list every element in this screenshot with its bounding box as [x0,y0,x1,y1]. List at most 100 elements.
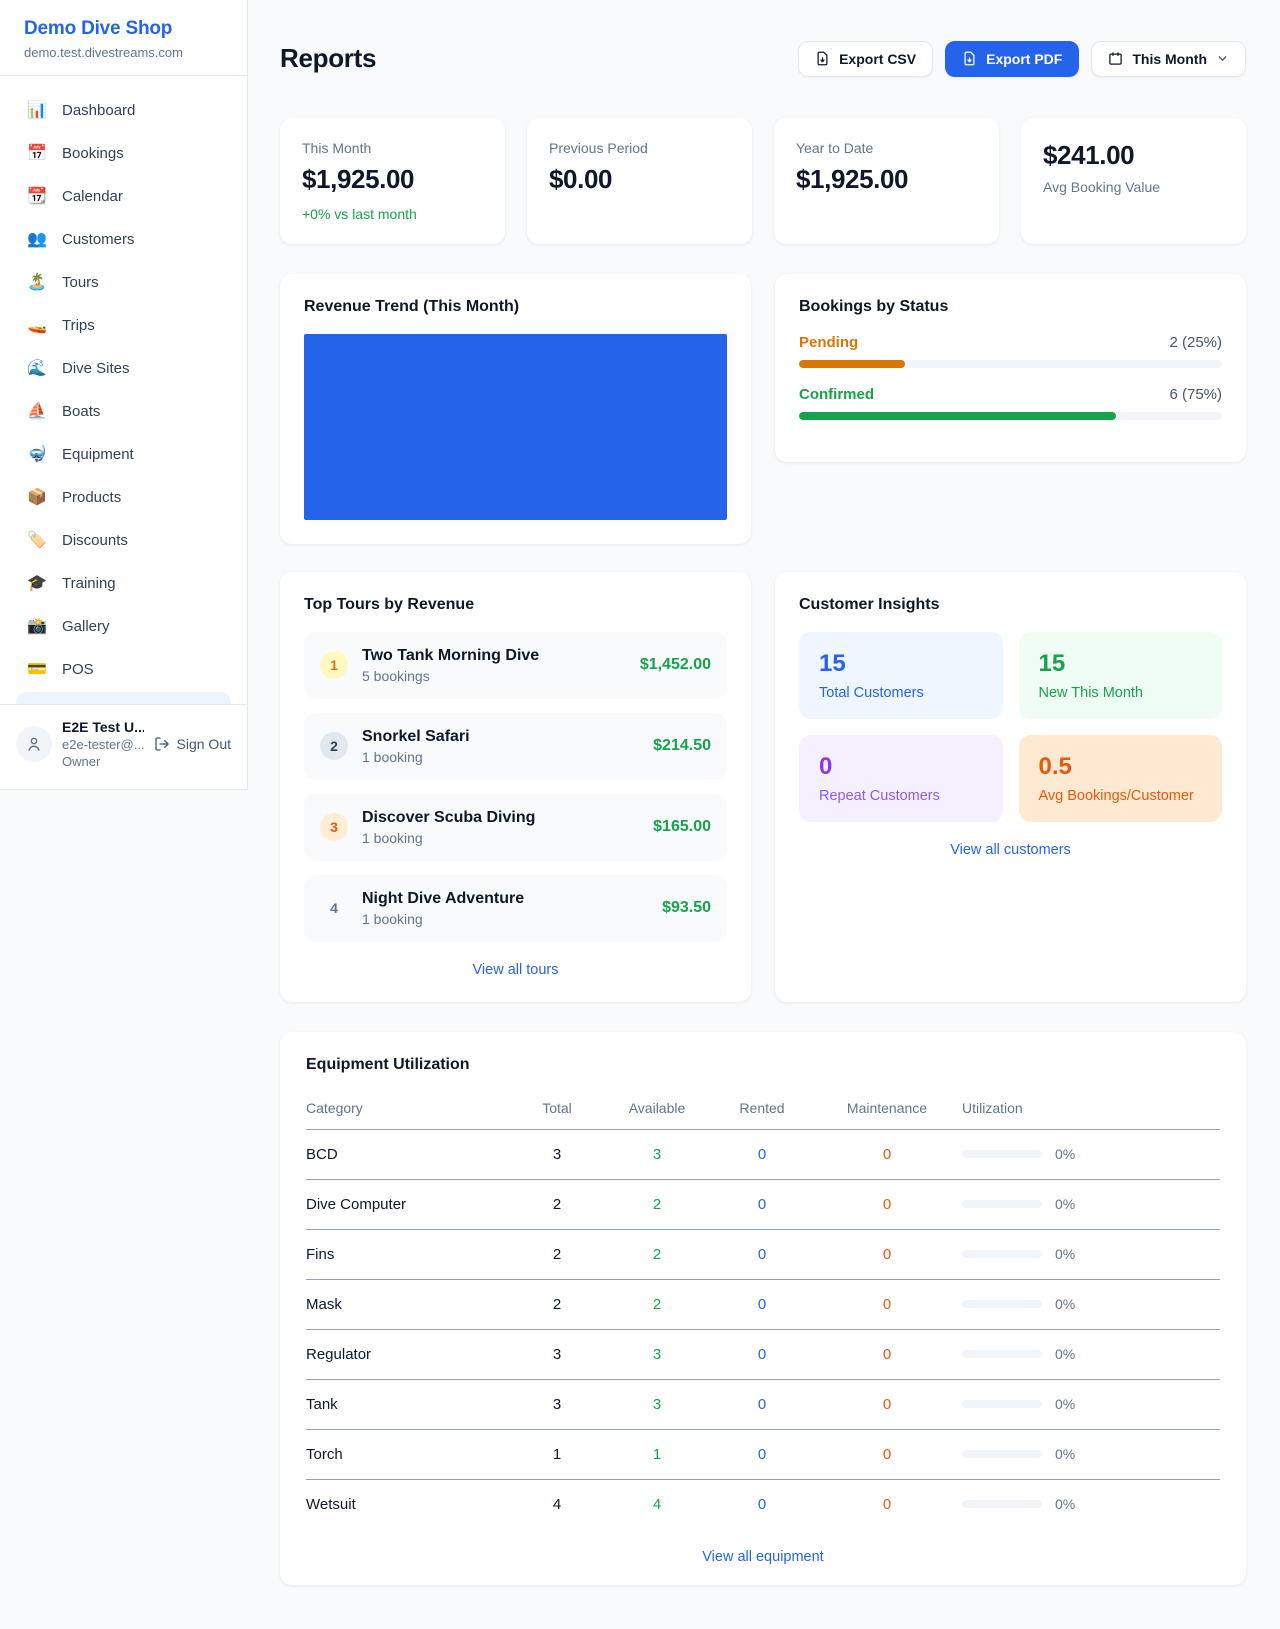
stat-delta: +0% vs last month [302,205,417,222]
export-csv-label: Export CSV [839,50,917,67]
sidebar-item-customers[interactable]: 👥 Customers [12,219,235,259]
chevron-down-icon [1218,56,1227,62]
sidebar-item-label: Products [62,488,122,506]
sidebar-item-label: Equipment [62,445,134,463]
status-bar-fill [799,411,1117,420]
sidebar-item-gallery[interactable]: 📸 Gallery [12,606,235,646]
camera-icon: 📸 [27,618,47,635]
sidebar-item-equipment[interactable]: 🤿 Equipment [12,434,235,474]
sidebar-item-reports-partial[interactable] [16,692,231,704]
tile-label: Total Customers [819,684,924,701]
utilization-percent: 0% [1055,1346,1076,1363]
insight-grid: 15 Total Customers 15 New This Month 0 R… [799,631,1222,822]
cell-maintenance: 0 [812,1429,962,1480]
utilization-bar [962,1150,1042,1159]
shop-name: Demo Dive Shop [24,18,173,39]
sidebar-item-trips[interactable]: 🚤 Trips [12,305,235,345]
shop-domain: demo.test.divestreams.com [24,45,183,60]
sidebar-item-discounts[interactable]: 🏷️ Discounts [12,520,235,560]
sidebar-item-dashboard[interactable]: 📊 Dashboard [12,90,235,130]
export-pdf-button[interactable]: Export PDF [945,40,1080,77]
stat-value: $0.00 [549,163,613,194]
utilization-bar [962,1200,1042,1209]
tile-label: Avg Bookings/Customer [1038,787,1194,804]
sidebar-item-label: Calendar [62,187,123,205]
status-count: 2 (25%) [1169,333,1222,351]
stats-row: This Month $1,925.00 +0% vs last month P… [280,117,1246,244]
utilization-bar [962,1500,1042,1509]
period-label: This Month [1132,50,1207,67]
cell-total: 1 [512,1429,602,1480]
main-content: Reports Export CSV Export PDF [248,0,1280,1629]
people-icon: 👥 [27,231,47,248]
calendar-pad-icon: 📆 [27,188,47,205]
col-header-rented: Rented [712,1091,812,1130]
cell-available: 1 [602,1429,712,1480]
table-row: Fins 2 2 0 0 0% [306,1229,1220,1280]
col-header-utilization: Utilization [962,1091,1220,1130]
export-csv-button[interactable]: Export CSV [798,40,934,77]
document-download-icon [817,52,828,66]
sidebar-item-label: Gallery [62,617,110,635]
sidebar-item-boats[interactable]: ⛵ Boats [12,391,235,431]
top-tours-card: Top Tours by Revenue 1 Two Tank Morning … [280,571,751,1002]
sidebar-item-calendar[interactable]: 📆 Calendar [12,176,235,216]
user-role: Owner [62,754,101,769]
sidebar-item-training[interactable]: 🎓 Training [12,563,235,603]
sidebar-item-bookings[interactable]: 📅 Bookings [12,133,235,173]
header-actions: Export CSV Export PDF This Month [798,40,1246,77]
utilization-cell: 0% [962,1346,1220,1362]
sidebar-item-label: Discounts [62,531,128,549]
sidebar-item-dive-sites[interactable]: 🌊 Dive Sites [12,348,235,388]
cell-rented: 0 [712,1379,812,1430]
tile-value: 0 [819,752,833,780]
status-row-confirmed: Confirmed 6 (75%) [799,386,1222,420]
table-header-row: Category Total Available Rented Maintena… [306,1091,1220,1130]
cell-total: 2 [512,1279,602,1330]
cell-category: Wetsuit [306,1495,356,1513]
utilization-cell: 0% [962,1496,1220,1512]
utilization-percent: 0% [1055,1446,1076,1463]
view-all-customers-link[interactable]: View all customers [950,841,1071,858]
revenue-trend-title: Revenue Trend (This Month) [304,297,520,315]
tour-name: Two Tank Morning Dive [362,646,540,664]
rank-badge: 1 [320,651,348,680]
tour-name: Night Dive Adventure [362,889,525,907]
cell-maintenance: 0 [812,1279,962,1330]
cell-total: 3 [512,1329,602,1380]
cell-maintenance: 0 [812,1179,962,1230]
stat-card-year-to-date: Year to Date $1,925.00 [774,117,999,244]
tile-label: Repeat Customers [819,787,940,804]
sidebar-item-pos[interactable]: 💳 POS [12,649,235,689]
cell-category: Fins [306,1229,512,1280]
table-row: Mask 2 2 0 0 0% [306,1279,1220,1330]
bookings-by-status-card: Bookings by Status Pending 2 (25%) Confi… [775,273,1246,462]
tile-value: 15 [819,649,846,677]
sidebar-item-tours[interactable]: 🏝️ Tours [12,262,235,302]
cell-category: BCD [306,1129,512,1180]
cell-rented: 0 [712,1279,812,1330]
utilization-cell: 0% [962,1446,1220,1462]
tile-avg-bookings-customer: 0.5 Avg Bookings/Customer [1018,734,1222,822]
utilization-cell: 0% [962,1246,1220,1262]
document-download-icon [964,52,975,66]
cell-category: Dive Computer [306,1179,512,1230]
page-header: Reports Export CSV Export PDF [280,26,1246,92]
period-dropdown[interactable]: This Month [1091,40,1246,77]
sidebar-nav: 📊 Dashboard 📅 Bookings 📆 Calendar 👥 Cust… [0,76,247,704]
view-all-equipment-link[interactable]: View all equipment [702,1548,824,1565]
tile-value: 15 [1038,649,1066,677]
table-row: Wetsuit 4 4 0 0 0% [306,1479,1220,1529]
stat-value: $241.00 [1043,139,1135,170]
stat-value: $1,925.00 [796,163,909,194]
sidebar-item-label: Customers [62,230,135,248]
utilization-bar [962,1450,1042,1459]
sidebar-item-products[interactable]: 📦 Products [12,477,235,517]
user-email: e2e-tester@... [62,737,144,752]
stat-label: Year to Date [796,139,874,156]
user-name: E2E Test U... [62,719,144,735]
sign-out-button[interactable]: Sign Out [154,736,231,752]
view-all-tours-link[interactable]: View all tours [472,961,559,978]
tour-revenue: $93.50 [662,899,711,917]
wave-icon: 🌊 [27,360,47,377]
